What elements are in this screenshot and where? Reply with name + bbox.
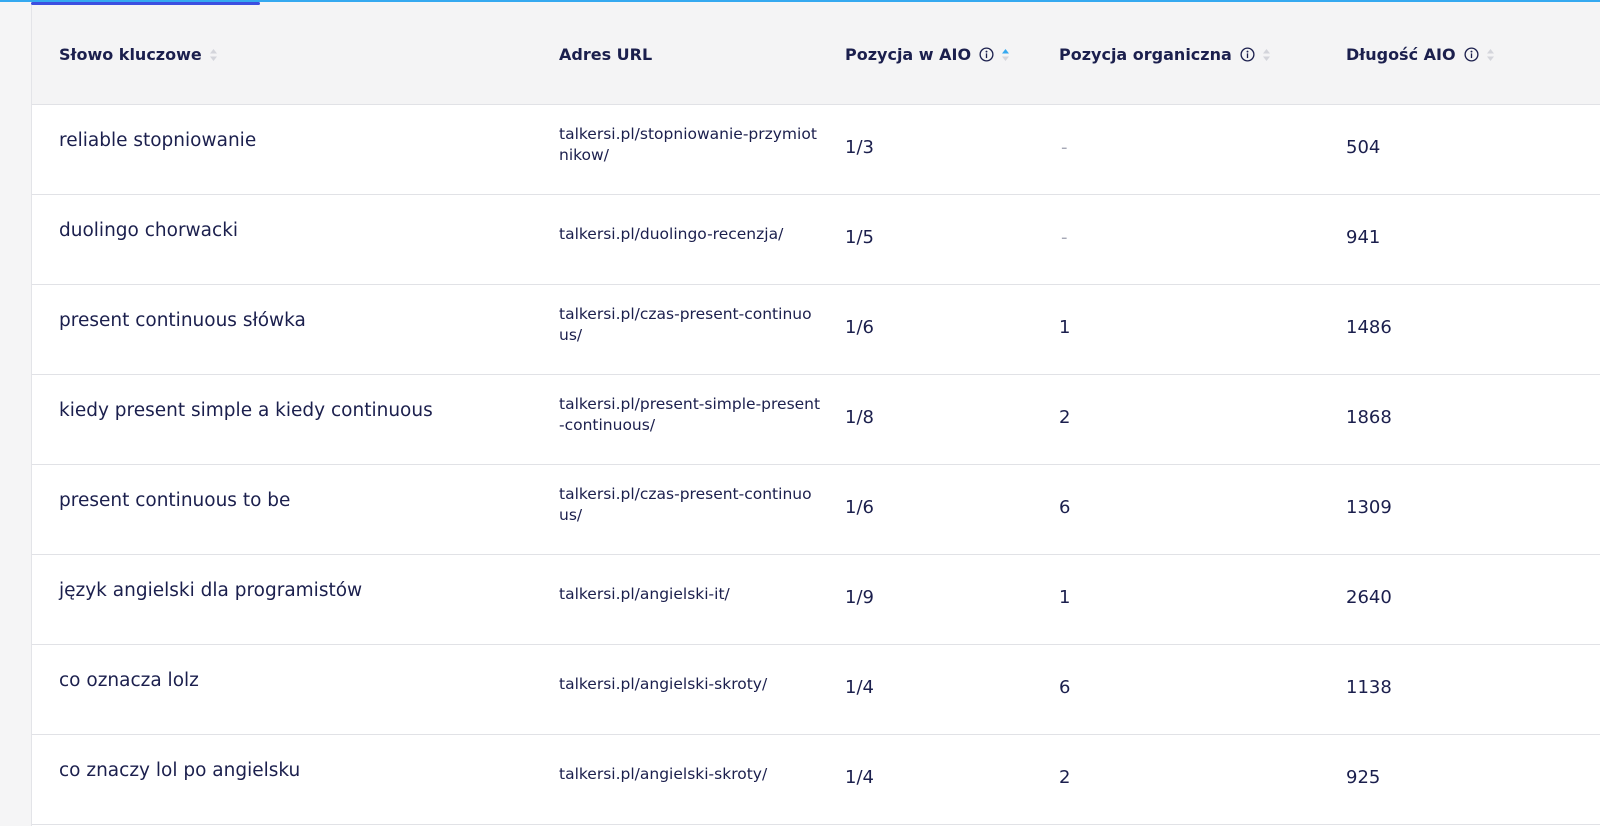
aio-position-cell: 1/6 bbox=[845, 317, 874, 338]
aio-position-cell: 1/9 bbox=[845, 587, 874, 608]
column-header-aio-length[interactable]: Długość AIO bbox=[1346, 5, 1495, 104]
aio-length-cell: 925 bbox=[1346, 767, 1381, 788]
keyword-cell: co znaczy lol po angielsku bbox=[59, 760, 301, 781]
column-header-url-label: Adres URL bbox=[559, 45, 653, 64]
aio-position-cell: 1/8 bbox=[845, 407, 874, 428]
keywords-table: Słowo kluczowe Adres URL Pozycja w AIO P… bbox=[31, 5, 1600, 826]
table-row: present continuous słówka talkersi.pl/cz… bbox=[32, 285, 1600, 375]
keyword-cell: kiedy present simple a kiedy continuous bbox=[59, 400, 433, 421]
column-header-keyword[interactable]: Słowo kluczowe bbox=[59, 5, 218, 104]
url-link[interactable]: talkersi.pl/stopniowanie-przymiotnikow/ bbox=[559, 125, 817, 164]
aio-length-cell: 1309 bbox=[1346, 497, 1392, 518]
keyword-cell: co oznacza lolz bbox=[59, 670, 199, 691]
url-link[interactable]: talkersi.pl/czas-present-continuous/ bbox=[559, 305, 812, 344]
column-header-keyword-label: Słowo kluczowe bbox=[59, 45, 202, 64]
organic-position-cell: 6 bbox=[1059, 497, 1071, 518]
keyword-cell: reliable stopniowanie bbox=[59, 130, 257, 151]
table-row: reliable stopniowanie talkersi.pl/stopni… bbox=[32, 105, 1600, 195]
url-link[interactable]: talkersi.pl/duolingo-recenzja/ bbox=[559, 225, 784, 243]
column-header-aio-position-label: Pozycja w AIO bbox=[845, 45, 972, 64]
organic-position-cell: - bbox=[1061, 227, 1068, 248]
organic-position-cell: 6 bbox=[1059, 677, 1071, 698]
info-icon[interactable] bbox=[979, 47, 994, 62]
url-link[interactable]: talkersi.pl/angielski-skroty/ bbox=[559, 675, 768, 693]
keyword-cell: present continuous słówka bbox=[59, 310, 306, 331]
aio-position-cell: 1/5 bbox=[845, 227, 874, 248]
sort-icon[interactable] bbox=[209, 47, 218, 63]
sort-ascending-icon[interactable] bbox=[1001, 47, 1010, 63]
organic-position-cell: 1 bbox=[1059, 587, 1071, 608]
aio-length-cell: 941 bbox=[1346, 227, 1381, 248]
sort-icon[interactable] bbox=[1486, 47, 1495, 63]
url-link[interactable]: talkersi.pl/angielski-it/ bbox=[559, 585, 730, 603]
column-header-url: Adres URL bbox=[559, 5, 652, 104]
url-link[interactable]: talkersi.pl/present-simple-present-conti… bbox=[559, 395, 821, 434]
column-header-organic-position[interactable]: Pozycja organiczna bbox=[1059, 5, 1271, 104]
column-header-aio-length-label: Długość AIO bbox=[1346, 45, 1456, 64]
column-header-aio-position[interactable]: Pozycja w AIO bbox=[845, 5, 1010, 104]
organic-position-cell: 2 bbox=[1059, 407, 1071, 428]
top-accent-line bbox=[0, 0, 1600, 2]
table-row: kiedy present simple a kiedy continuous … bbox=[32, 375, 1600, 465]
aio-length-cell: 1138 bbox=[1346, 677, 1392, 698]
aio-length-cell: 1486 bbox=[1346, 317, 1392, 338]
table-row: co oznacza lolz talkersi.pl/angielski-sk… bbox=[32, 645, 1600, 735]
organic-position-cell: 2 bbox=[1059, 767, 1071, 788]
keyword-cell: present continuous to be bbox=[59, 490, 291, 511]
table-row: duolingo chorwacki talkersi.pl/duolingo-… bbox=[32, 195, 1600, 285]
url-link[interactable]: talkersi.pl/czas-present-continuous/ bbox=[559, 485, 812, 524]
sort-icon[interactable] bbox=[1262, 47, 1271, 63]
table-row: język angielski dla programistów talkers… bbox=[32, 555, 1600, 645]
aio-length-cell: 2640 bbox=[1346, 587, 1392, 608]
aio-length-cell: 1868 bbox=[1346, 407, 1392, 428]
table-header: Słowo kluczowe Adres URL Pozycja w AIO P… bbox=[32, 5, 1600, 105]
organic-position-cell: 1 bbox=[1059, 317, 1071, 338]
aio-position-cell: 1/4 bbox=[845, 677, 874, 698]
aio-position-cell: 1/6 bbox=[845, 497, 874, 518]
aio-length-cell: 504 bbox=[1346, 137, 1381, 158]
keyword-cell: duolingo chorwacki bbox=[59, 220, 239, 241]
info-icon[interactable] bbox=[1240, 47, 1255, 62]
active-tab-indicator bbox=[31, 2, 260, 5]
url-link[interactable]: talkersi.pl/angielski-skroty/ bbox=[559, 765, 768, 783]
column-header-organic-position-label: Pozycja organiczna bbox=[1059, 45, 1232, 64]
organic-position-cell: - bbox=[1061, 137, 1068, 158]
info-icon[interactable] bbox=[1464, 47, 1479, 62]
aio-position-cell: 1/3 bbox=[845, 137, 874, 158]
aio-position-cell: 1/4 bbox=[845, 767, 874, 788]
table-row: present continuous to be talkersi.pl/cza… bbox=[32, 465, 1600, 555]
table-row: co znaczy lol po angielsku talkersi.pl/a… bbox=[32, 735, 1600, 825]
keyword-cell: język angielski dla programistów bbox=[59, 580, 363, 601]
